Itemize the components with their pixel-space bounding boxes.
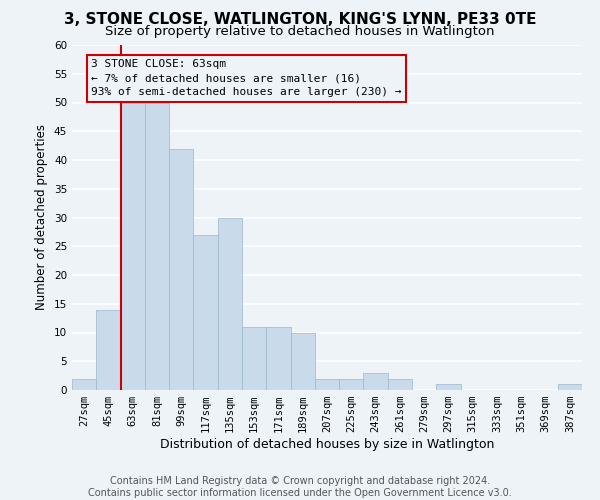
Bar — [339, 378, 364, 390]
Text: Size of property relative to detached houses in Watlington: Size of property relative to detached ho… — [105, 25, 495, 38]
Text: 3 STONE CLOSE: 63sqm
← 7% of detached houses are smaller (16)
93% of semi-detach: 3 STONE CLOSE: 63sqm ← 7% of detached ho… — [91, 60, 402, 98]
Bar — [364, 373, 388, 390]
Text: 3, STONE CLOSE, WATLINGTON, KING'S LYNN, PE33 0TE: 3, STONE CLOSE, WATLINGTON, KING'S LYNN,… — [64, 12, 536, 28]
Bar — [436, 384, 461, 390]
Bar — [218, 218, 242, 390]
Bar — [290, 332, 315, 390]
X-axis label: Distribution of detached houses by size in Watlington: Distribution of detached houses by size … — [160, 438, 494, 451]
Bar — [121, 102, 145, 390]
Bar — [315, 378, 339, 390]
Bar — [145, 102, 169, 390]
Bar — [388, 378, 412, 390]
Bar — [242, 327, 266, 390]
Text: Contains HM Land Registry data © Crown copyright and database right 2024.
Contai: Contains HM Land Registry data © Crown c… — [88, 476, 512, 498]
Bar — [266, 327, 290, 390]
Bar — [96, 310, 121, 390]
Y-axis label: Number of detached properties: Number of detached properties — [35, 124, 49, 310]
Bar — [72, 378, 96, 390]
Bar — [169, 148, 193, 390]
Bar — [558, 384, 582, 390]
Bar — [193, 235, 218, 390]
